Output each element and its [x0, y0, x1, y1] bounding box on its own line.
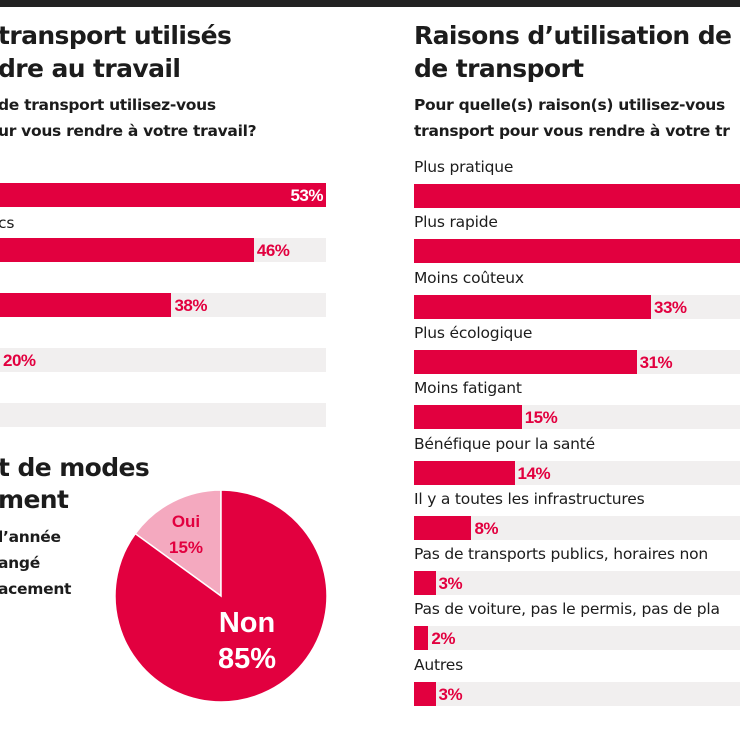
left-subtitle-line2: ur vous rendre à votre travail? [0, 122, 257, 140]
bar-fill [414, 184, 740, 208]
transport-mode-label: cs [0, 214, 15, 232]
bar-fill [414, 239, 740, 263]
pie-slice-value-label: 15% [169, 538, 203, 557]
bar-value-label: 14% [517, 464, 551, 483]
bar-fill [414, 626, 429, 650]
bar-fill [414, 516, 472, 540]
bar-value-label: 53% [290, 186, 323, 205]
bar-value-label: 8% [474, 519, 499, 538]
reason-label: Moins coûteux [414, 269, 524, 287]
bar-track: 31% [414, 350, 740, 374]
bar-value-label: 20% [3, 351, 36, 370]
bar-fill [414, 295, 651, 319]
bar-fill [0, 293, 172, 317]
pie-title-line1: t de modes [0, 453, 150, 482]
bar-track: 3% [414, 571, 740, 595]
top-bar [0, 0, 740, 7]
bar-value-label: 33% [654, 298, 687, 317]
bar-track: 53% [0, 183, 326, 207]
pie-title-line2: ment [0, 485, 69, 514]
left-title-line1: transport utilisés [0, 21, 232, 50]
pie-subtitle-line1: l’année [0, 528, 61, 546]
bar-value-label: 3% [438, 685, 463, 704]
bar-fill [0, 238, 254, 262]
bar-track: 20% [0, 348, 326, 372]
pie-slice-value-label: 85% [218, 643, 276, 675]
bar-track: 3% [414, 682, 740, 706]
reason-label: Moins fatigant [414, 379, 522, 397]
bar-track: 8% [414, 516, 740, 540]
bar-fill [414, 682, 436, 706]
pie-slice-label: Non [219, 607, 275, 639]
pie-subtitle-line3: acement [0, 580, 72, 598]
left-title-line2: dre au travail [0, 54, 181, 83]
bar-value-label: 2% [431, 629, 455, 648]
pie-slice-non [114, 489, 328, 703]
bar-track [414, 184, 740, 208]
bar-value-label: 38% [174, 296, 207, 315]
bar-value-label: 3% [438, 574, 463, 593]
right-title-line2: de transport [414, 54, 584, 83]
bar-fill [414, 350, 637, 374]
bar-value-label: 15% [524, 408, 558, 427]
reason-label: Plus pratique [414, 158, 514, 176]
right-title-line1: Raisons d’utilisation de [414, 21, 732, 50]
bar-fill [414, 461, 515, 485]
bar-value-label: 31% [639, 353, 673, 372]
reason-label: Pas de voiture, pas le permis, pas de pl… [414, 600, 720, 618]
left-subtitle-line1: de transport utilisez-vous [0, 96, 216, 114]
bar-track [0, 403, 326, 427]
bar-track: 33% [414, 295, 740, 319]
bar-track: 38% [0, 293, 326, 317]
bar-fill [0, 183, 326, 207]
reason-label: Pas de transports publics, horaires non [414, 545, 709, 563]
bar-track [414, 239, 740, 263]
pie-slice-oui [134, 489, 222, 598]
reason-label: Bénéfique pour la santé [414, 435, 596, 453]
reason-label: Il y a toutes les infrastructures [414, 490, 645, 508]
bar-value-label: 46% [256, 241, 290, 260]
pie-slice-label: Oui [172, 512, 200, 531]
right-subtitle-line1: Pour quelle(s) raison(s) utilisez-vous [414, 96, 725, 114]
reason-label: Plus rapide [414, 213, 498, 231]
right-subtitle-line2: transport pour vous rendre à votre tr [414, 122, 730, 140]
reason-label: Plus écologique [414, 324, 533, 342]
bar-track: 2% [414, 626, 740, 650]
bar-track: 46% [0, 238, 326, 262]
bar-track: 14% [414, 461, 740, 485]
bar-fill [414, 405, 522, 429]
bar-track: 15% [414, 405, 740, 429]
bar-fill [414, 571, 436, 595]
pie-subtitle-line2: angé [0, 554, 40, 572]
reason-label: Autres [414, 656, 463, 674]
